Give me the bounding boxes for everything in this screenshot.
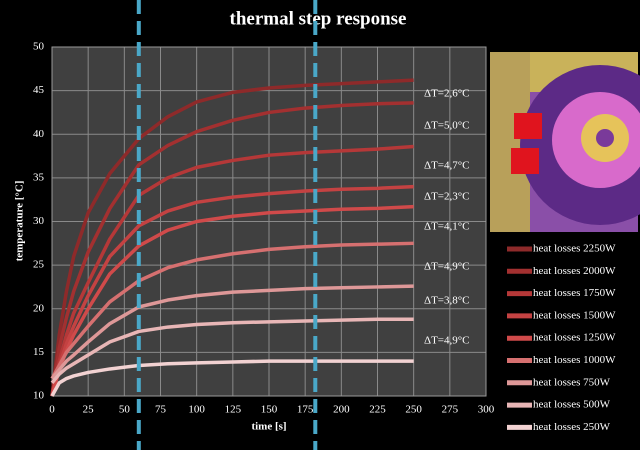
y-tick-label: 40 — [33, 128, 45, 140]
legend-label: heat losses 2000W — [533, 265, 616, 277]
annotation: ΔT=4,1°C — [424, 221, 469, 233]
series-line — [50, 204, 414, 397]
y-tick-label: 15 — [33, 346, 45, 358]
legend-label: heat losses 1000W — [533, 354, 616, 366]
legend-label: heat losses 1500W — [533, 309, 616, 321]
y-tick-label: 30 — [33, 215, 45, 227]
thermal-image — [490, 52, 640, 232]
x-axis-label: time [s] — [251, 421, 286, 433]
series-line — [50, 101, 414, 397]
y-tick-label: 20 — [33, 302, 45, 314]
legend-label: heat losses 1750W — [533, 287, 616, 299]
annotation: ΔT=5,0°C — [424, 120, 469, 132]
chart-title: thermal step response — [230, 8, 407, 29]
y-axis-label: temperature [°C] — [14, 181, 26, 262]
x-tick-label: 275 — [442, 404, 459, 416]
annotation: ΔT=3,8°C — [424, 295, 469, 307]
y-tick-label: 50 — [33, 41, 45, 53]
legend-label: heat losses 1250W — [533, 332, 616, 344]
series-line — [50, 241, 414, 380]
annotation: ΔT=2,3°C — [424, 191, 469, 203]
series-line — [50, 78, 414, 397]
legend-label: heat losses 2250W — [533, 243, 616, 255]
series-line — [50, 184, 414, 397]
plot-border — [51, 46, 487, 397]
x-tick-label: 0 — [49, 404, 55, 416]
annotation: ΔT=4,9°C — [424, 335, 469, 347]
y-tick-label: 25 — [33, 259, 45, 271]
series-line — [50, 144, 414, 397]
x-tick-label: 175 — [297, 404, 314, 416]
series-line — [50, 359, 414, 397]
series-line — [50, 317, 414, 385]
series-line — [50, 284, 414, 380]
legend-label: heat losses 750W — [533, 376, 611, 388]
x-tick-label: 25 — [83, 404, 95, 416]
x-tick-label: 125 — [225, 404, 242, 416]
x-tick-label: 200 — [333, 404, 350, 416]
y-tick-label: 45 — [33, 84, 45, 96]
annotation: ΔT=4,9°C — [424, 261, 469, 273]
x-tick-label: 100 — [188, 404, 205, 416]
annotation: ΔT=4,7°C — [424, 160, 469, 172]
x-tick-label: 150 — [261, 404, 278, 416]
y-tick-label: 10 — [33, 390, 45, 402]
x-tick-label: 225 — [369, 404, 386, 416]
x-tick-label: 50 — [119, 404, 131, 416]
legend-label: heat losses 250W — [533, 421, 611, 433]
y-tick-label: 35 — [33, 171, 45, 183]
legend-label: heat losses 500W — [533, 399, 611, 411]
annotation: ΔT=2,6°C — [424, 88, 469, 100]
x-tick-label: 75 — [155, 404, 167, 416]
x-tick-label: 250 — [405, 404, 422, 416]
x-tick-label: 300 — [478, 404, 495, 416]
